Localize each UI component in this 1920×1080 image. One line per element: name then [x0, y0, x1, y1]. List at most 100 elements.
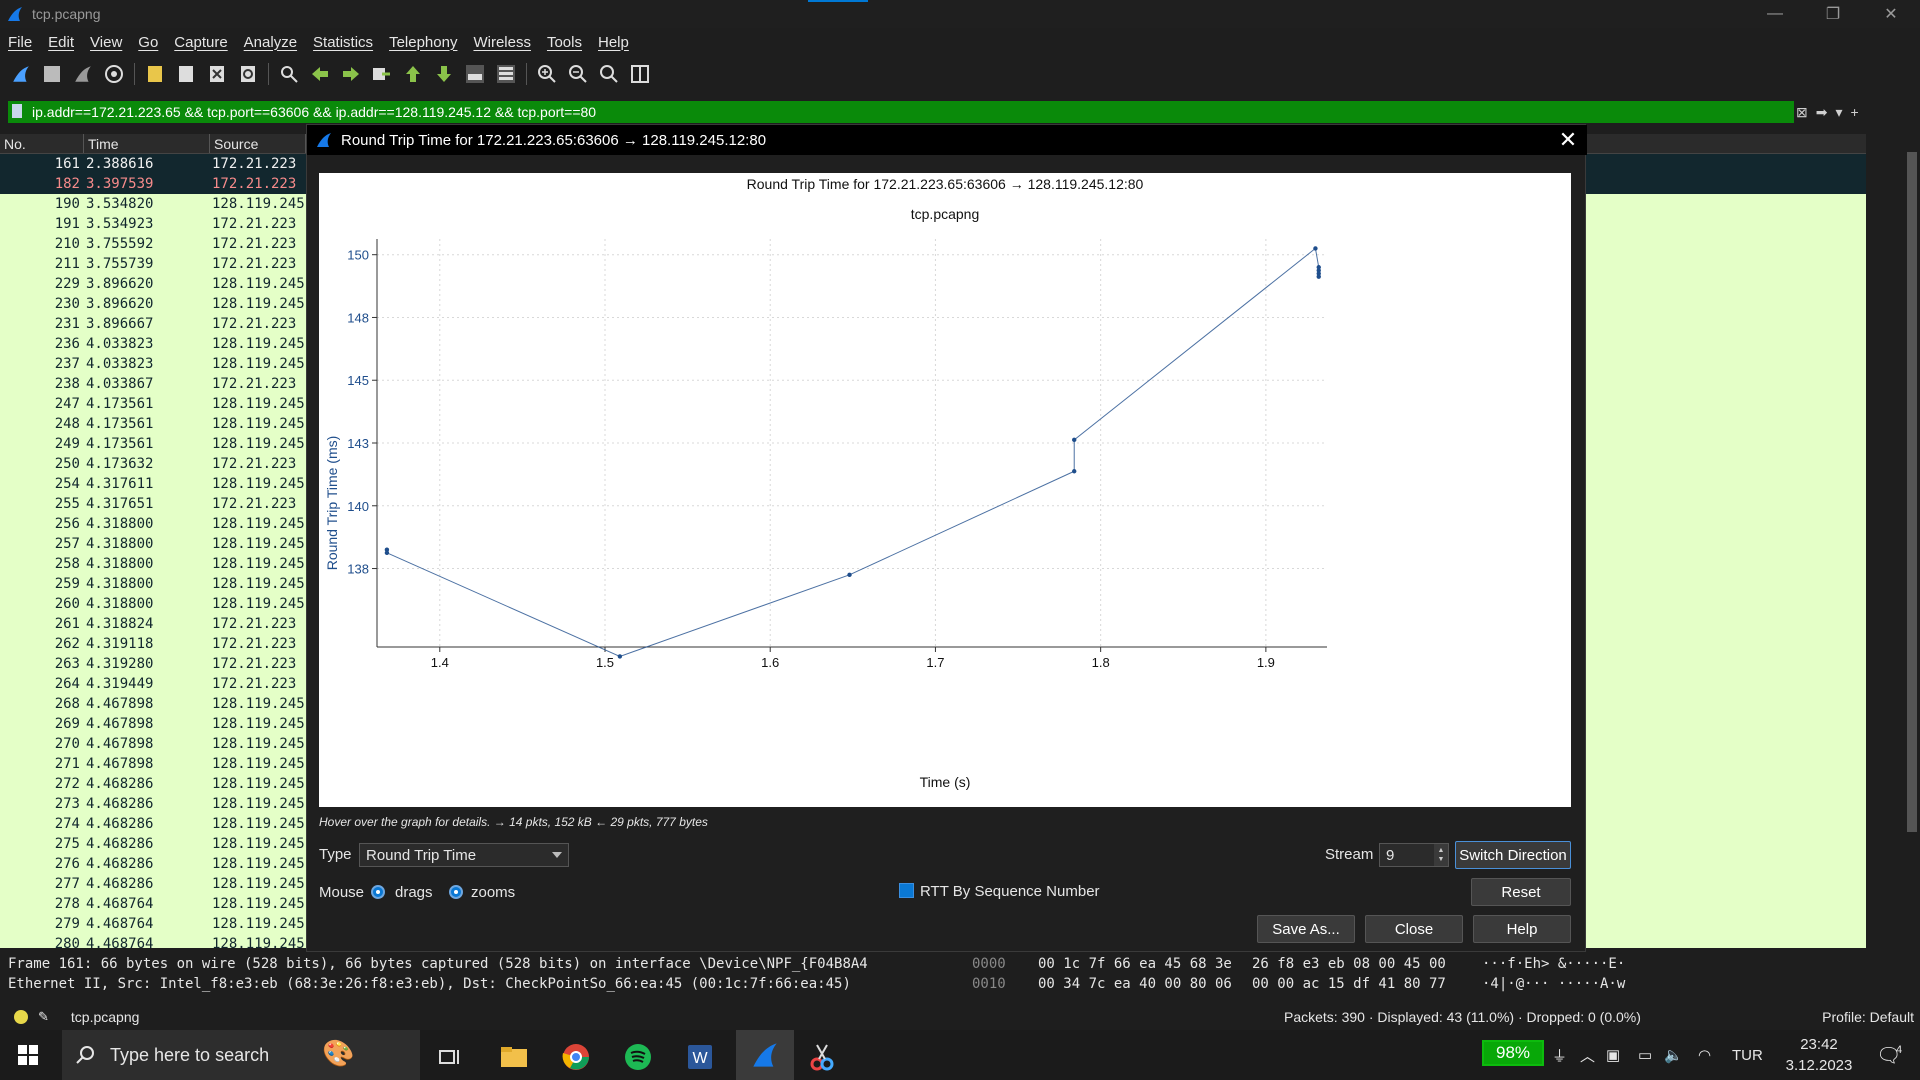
reload-file-icon[interactable]	[237, 63, 259, 85]
stream-stepper-icon[interactable]: ▲ ▼	[1434, 844, 1448, 866]
tray-app-icon[interactable]: ▣	[1606, 1047, 1621, 1064]
menu-item-tools[interactable]: Tools	[546, 33, 582, 51]
save-as-button[interactable]: Save As...	[1257, 915, 1355, 943]
zoom-out-icon[interactable]	[567, 63, 589, 85]
table-row[interactable]: 229 3.896620 128.119.245	[0, 274, 1866, 294]
dialog-close-icon[interactable]: ✕	[1558, 127, 1578, 152]
first-packet-icon[interactable]	[402, 63, 424, 85]
table-row[interactable]: 278 4.468764 128.119.245	[0, 894, 1866, 914]
table-row[interactable]: 271 4.467898 128.119.245	[0, 754, 1866, 774]
resize-columns-icon[interactable]	[629, 63, 651, 85]
packet-bytes-pane[interactable]: 0000 00 1c 7f 66 ea 45 68 3e 26 f8 e3 eb 0…	[962, 954, 1920, 1000]
wifi-icon[interactable]: ◠	[1698, 1047, 1712, 1064]
open-file-icon[interactable]	[144, 63, 166, 85]
restart-capture-icon[interactable]	[72, 63, 94, 85]
menu-item-wireless[interactable]: Wireless	[473, 33, 531, 51]
mouse-zooms-radio[interactable]	[449, 885, 463, 899]
add-filter-button-icon[interactable]: +	[1850, 104, 1859, 120]
close-file-icon[interactable]	[206, 63, 228, 85]
menu-item-edit[interactable]: Edit	[48, 33, 75, 51]
start-button[interactable]	[0, 1030, 56, 1080]
chrome-icon[interactable]	[552, 1037, 600, 1077]
language-indicator[interactable]: TUR	[1732, 1046, 1763, 1064]
go-back-icon[interactable]	[309, 63, 331, 85]
table-row[interactable]: 268 4.467898 128.119.245	[0, 694, 1866, 714]
table-row[interactable]: 250 4.173632 172.21.223	[0, 454, 1866, 474]
detail-ethernet-line[interactable]: Ethernet II, Src: Intel_f8:e3:eb (68:3e:…	[8, 976, 851, 992]
table-row[interactable]: 257 4.318800 128.119.245	[0, 534, 1866, 554]
menu-item-capture[interactable]: Capture	[174, 33, 228, 51]
reset-button[interactable]: Reset	[1471, 878, 1571, 906]
word-icon[interactable]: W	[676, 1037, 724, 1077]
stream-spinbox[interactable]: 9 ▲ ▼	[1379, 843, 1449, 867]
type-select[interactable]: Round Trip Time	[359, 843, 569, 867]
table-row[interactable]: 247 4.173561 128.119.245	[0, 394, 1866, 414]
table-row[interactable]: 231 3.896667 172.21.223	[0, 314, 1866, 334]
menu-item-view[interactable]: View	[90, 33, 123, 51]
detail-frame-line[interactable]: Frame 161: 66 bytes on wire (528 bits), …	[8, 956, 868, 972]
file-explorer-icon[interactable]	[490, 1037, 538, 1077]
table-row[interactable]: 260 4.318800 128.119.245	[0, 594, 1866, 614]
menu-item-help[interactable]: Help	[598, 33, 629, 51]
snipping-tool-icon[interactable]	[798, 1037, 846, 1077]
table-row[interactable]: 238 4.033867 172.21.223	[0, 374, 1866, 394]
table-row[interactable]: 190 3.534820 128.119.245	[0, 194, 1866, 214]
hex-row[interactable]: 0000 00 1c 7f 66 ea 45 68 3e 26 f8 e3 eb 0…	[962, 954, 1920, 974]
rtt-graph[interactable]: Round Trip Time for 172.21.223.65:63606 …	[319, 173, 1571, 807]
go-to-packet-icon[interactable]	[371, 63, 393, 85]
table-row[interactable]: 272 4.468286 128.119.245	[0, 774, 1866, 794]
plug-icon[interactable]: ⏚	[1552, 1047, 1568, 1065]
scrollbar-thumb[interactable]	[1907, 152, 1917, 832]
menu-item-go[interactable]: Go	[138, 33, 159, 51]
minimize-button[interactable]: —	[1767, 5, 1783, 22]
table-row[interactable]: 256 4.318800 128.119.245	[0, 514, 1866, 534]
filter-history-icon[interactable]: ▾	[1835, 103, 1843, 120]
column-time[interactable]: Time	[84, 134, 210, 153]
display-filter-input[interactable]: ip.addr==172.21.223.65 && tcp.port==6360…	[8, 101, 1794, 123]
table-row[interactable]: 237 4.033823 128.119.245	[0, 354, 1866, 374]
hex-row[interactable]: 0010 00 34 7c ea 40 00 80 06 00 00 ac 15 d…	[962, 974, 1920, 994]
table-row[interactable]: 191 3.534923 172.21.223	[0, 214, 1866, 234]
rtt-by-seq-checkbox[interactable]	[899, 883, 914, 898]
column-source[interactable]: Source	[210, 134, 306, 153]
table-row[interactable]: 254 4.317611 128.119.245	[0, 474, 1866, 494]
switch-direction-button[interactable]: Switch Direction	[1455, 841, 1571, 869]
volume-icon[interactable]: 🔈	[1664, 1047, 1683, 1064]
table-row[interactable]: 264 4.319449 172.21.223	[0, 674, 1866, 694]
task-view-icon[interactable]	[426, 1037, 474, 1077]
table-row[interactable]: 261 4.318824 172.21.223	[0, 614, 1866, 634]
help-button[interactable]: Help	[1473, 915, 1571, 943]
mouse-zooms-label[interactable]: zooms	[471, 884, 516, 901]
table-row[interactable]: 210 3.755592 172.21.223	[0, 234, 1866, 254]
table-row[interactable]: 277 4.468286 128.119.245	[0, 874, 1866, 894]
apply-filter-icon[interactable]: ➡	[1815, 103, 1828, 120]
save-file-icon[interactable]	[175, 63, 197, 85]
find-packet-icon[interactable]	[278, 63, 300, 85]
filter-bookmark-icon[interactable]	[12, 104, 22, 118]
capture-comment-icon[interactable]: ✎	[38, 1009, 49, 1024]
colorize-icon[interactable]	[495, 63, 517, 85]
tray-chevron-icon[interactable]: ︿	[1580, 1047, 1596, 1065]
clear-filter-icon[interactable]: ⊠	[1796, 103, 1808, 120]
table-row[interactable]: 263 4.319280 172.21.223	[0, 654, 1866, 674]
table-row[interactable]: 276 4.468286 128.119.245	[0, 854, 1866, 874]
menu-item-analyze[interactable]: Analyze	[243, 33, 298, 51]
battery-icon[interactable]: ▭	[1638, 1047, 1653, 1064]
maximize-button[interactable]: ❐	[1825, 6, 1841, 23]
packet-list-scrollbar[interactable]	[1904, 134, 1920, 948]
menu-item-statistics[interactable]: Statistics	[313, 33, 374, 51]
taskbar-search-box[interactable]: Type here to search 🎨	[62, 1030, 420, 1080]
mouse-drags-label[interactable]: drags	[395, 884, 433, 901]
rtt-by-seq-label[interactable]: RTT By Sequence Number	[920, 883, 1100, 900]
close-window-button[interactable]: ✕	[1884, 6, 1898, 23]
table-row[interactable]: 255 4.317651 172.21.223	[0, 494, 1866, 514]
notifications-icon[interactable]: 🗨	[1876, 1044, 1902, 1067]
table-row[interactable]: 279 4.468764 128.119.245	[0, 914, 1866, 934]
column-no[interactable]: No.	[0, 134, 84, 153]
zoom-in-icon[interactable]	[536, 63, 558, 85]
table-row[interactable]: 262 4.319118 172.21.223	[0, 634, 1866, 654]
mouse-drags-radio[interactable]	[371, 885, 385, 899]
table-row[interactable]: 248 4.173561 128.119.245	[0, 414, 1866, 434]
start-capture-icon[interactable]	[10, 63, 32, 85]
table-row[interactable]: 249 4.173561 128.119.245	[0, 434, 1866, 454]
